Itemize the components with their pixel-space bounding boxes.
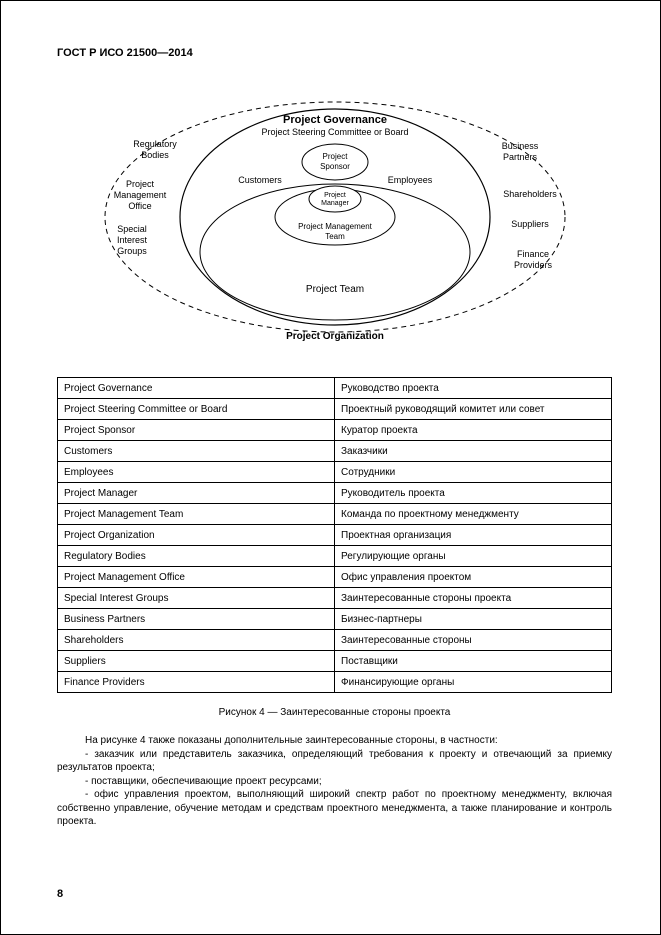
terms-table: Project GovernanceРуководство проектаPro…: [57, 377, 612, 693]
employees-label: Employees: [387, 175, 432, 185]
term-ru: Офис управления проектом: [335, 567, 612, 588]
para-bullet-1: - заказчик или представитель заказчика, …: [57, 748, 612, 775]
term-ru: Поставщики: [335, 651, 612, 672]
term-ru: Куратор проекта: [335, 420, 612, 441]
table-row: Special Interest GroupsЗаинтересованные …: [58, 588, 612, 609]
term-ru: Заказчики: [335, 441, 612, 462]
figure-caption: Рисунок 4 — Заинтересованные стороны про…: [57, 707, 612, 718]
sig-2: Interest: [116, 235, 147, 245]
term-ru: Бизнес-партнеры: [335, 609, 612, 630]
sponsor-label-2: Sponsor: [320, 162, 350, 171]
table-row: Project OrganizationПроектная организаци…: [58, 525, 612, 546]
reg-2: Bodies: [141, 150, 169, 160]
sig-3: Groups: [117, 246, 147, 256]
term-en: Project Management Team: [58, 504, 335, 525]
table-row: ShareholdersЗаинтересованные стороны: [58, 630, 612, 651]
mgr-1: Project: [324, 192, 346, 199]
term-en: Customers: [58, 441, 335, 462]
table-row: Business PartnersБизнес-партнеры: [58, 609, 612, 630]
mgmt-team-2: Team: [325, 232, 345, 241]
term-en: Project Manager: [58, 483, 335, 504]
pmo-3: Office: [128, 201, 151, 211]
page-number: 8: [57, 888, 63, 900]
suppliers-label: Suppliers: [511, 219, 549, 229]
term-en: Shareholders: [58, 630, 335, 651]
customers-label: Customers: [238, 175, 282, 185]
pmo-2: Management: [113, 190, 166, 200]
sponsor-label-1: Project: [322, 152, 348, 161]
bp-2: Partners: [502, 152, 537, 162]
term-ru: Руководитель проекта: [335, 483, 612, 504]
doc-header: ГОСТ Р ИСО 21500—2014: [57, 47, 612, 59]
term-en: Project Sponsor: [58, 420, 335, 441]
table-row: Project Steering Committee or BoardПроек…: [58, 399, 612, 420]
fin-2: Providers: [513, 260, 552, 270]
term-ru: Заинтересованные стороны проекта: [335, 588, 612, 609]
term-en: Special Interest Groups: [58, 588, 335, 609]
table-row: Project SponsorКуратор проекта: [58, 420, 612, 441]
stakeholders-diagram: Project Governance Project Steering Comm…: [90, 77, 580, 357]
table-row: Project GovernanceРуководство проекта: [58, 378, 612, 399]
reg-1: Regulatory: [133, 139, 177, 149]
mgr-2: Manager: [321, 200, 349, 207]
term-ru: Регулирующие органы: [335, 546, 612, 567]
mgmt-team-1: Project Management: [298, 222, 373, 231]
diagram-title: Project Governance: [283, 114, 387, 126]
table-row: Project Management OfficeОфис управления…: [58, 567, 612, 588]
term-en: Finance Providers: [58, 672, 335, 693]
para-bullet-3: - офис управления проектом, выполняющий …: [57, 788, 612, 829]
shareholders-label: Shareholders: [503, 189, 557, 199]
term-en: Suppliers: [58, 651, 335, 672]
term-en: Business Partners: [58, 609, 335, 630]
term-en: Project Organization: [58, 525, 335, 546]
bp-1: Business: [501, 141, 538, 151]
terms-table-body: Project GovernanceРуководство проектаPro…: [58, 378, 612, 693]
term-ru: Проектный руководящий комитет или совет: [335, 399, 612, 420]
term-ru: Команда по проектному менеджменту: [335, 504, 612, 525]
diagram-subtitle: Project Steering Committee or Board: [261, 127, 408, 137]
body-text: На рисунке 4 также показаны дополнительн…: [57, 734, 612, 829]
table-row: CustomersЗаказчики: [58, 441, 612, 462]
term-en: Project Governance: [58, 378, 335, 399]
team-label: Project Team: [305, 284, 363, 295]
term-en: Employees: [58, 462, 335, 483]
term-ru: Финансирующие органы: [335, 672, 612, 693]
term-ru: Руководство проекта: [335, 378, 612, 399]
table-row: EmployeesСотрудники: [58, 462, 612, 483]
term-en: Project Management Office: [58, 567, 335, 588]
page: ГОСТ Р ИСО 21500—2014 Project Governance…: [0, 0, 661, 935]
term-ru: Сотрудники: [335, 462, 612, 483]
term-en: Project Steering Committee or Board: [58, 399, 335, 420]
table-row: Finance ProvidersФинансирующие органы: [58, 672, 612, 693]
table-row: Project Management TeamКоманда по проект…: [58, 504, 612, 525]
term-en: Regulatory Bodies: [58, 546, 335, 567]
para-bullet-2: - поставщики, обеспечивающие проект ресу…: [57, 775, 612, 789]
para-intro: На рисунке 4 также показаны дополнительн…: [57, 734, 612, 748]
table-row: Regulatory BodiesРегулирующие органы: [58, 546, 612, 567]
org-label: Project Organization: [286, 331, 384, 342]
term-ru: Проектная организация: [335, 525, 612, 546]
fin-1: Finance: [516, 249, 548, 259]
pmo-1: Project: [125, 179, 154, 189]
table-row: SuppliersПоставщики: [58, 651, 612, 672]
sig-1: Special: [117, 224, 147, 234]
table-row: Project ManagerРуководитель проекта: [58, 483, 612, 504]
term-ru: Заинтересованные стороны: [335, 630, 612, 651]
